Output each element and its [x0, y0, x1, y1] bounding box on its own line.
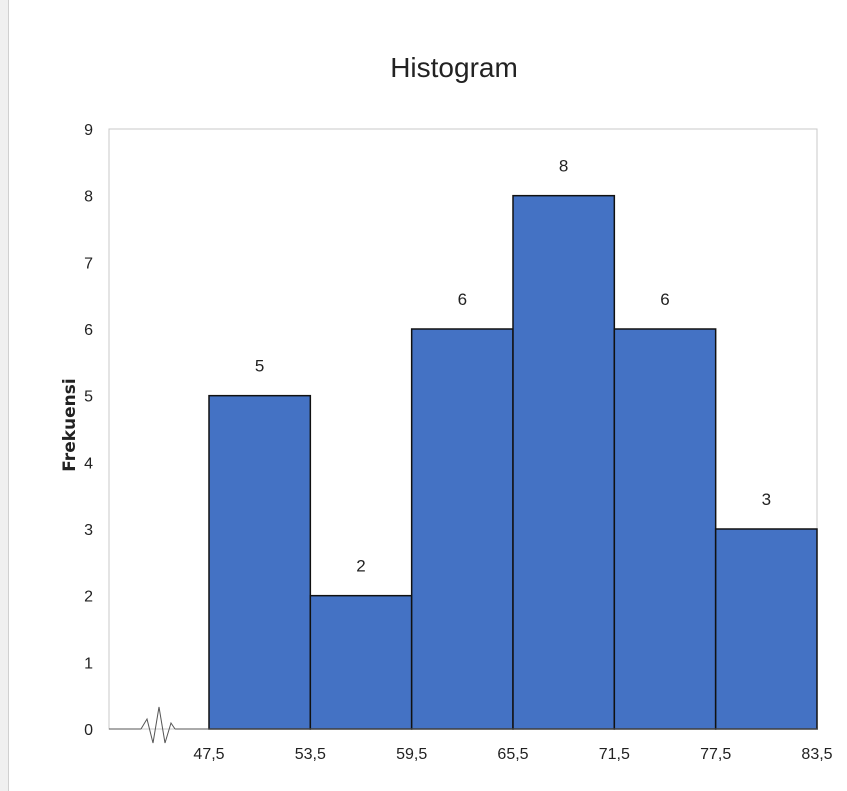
bar-data-label: 5	[255, 357, 264, 376]
y-tick-label: 7	[84, 255, 93, 272]
bar-data-label: 6	[660, 290, 669, 309]
histogram-bar	[613, 328, 717, 730]
y-tick-label: 9	[84, 122, 93, 139]
y-tick-label: 8	[84, 189, 93, 206]
histogram-bar	[208, 394, 312, 730]
y-tick-label: 4	[84, 455, 93, 472]
y-tick-label: 6	[84, 322, 93, 339]
y-tick-label: 0	[84, 722, 93, 739]
x-tick-label: 71,5	[599, 746, 630, 763]
x-ticks: 47,5 53,5 59,5 65,5 71,5 77,5 83,5	[193, 746, 832, 763]
y-tick-label: 5	[84, 389, 93, 406]
bar-data-label: 2	[356, 557, 365, 576]
x-tick-label: 77,5	[700, 746, 731, 763]
bar-data-label: 3	[762, 490, 771, 509]
y-tick-label: 1	[84, 655, 93, 672]
y-tick-label: 3	[84, 522, 93, 539]
x-tick-label: 47,5	[193, 746, 224, 763]
bar-data-label: 6	[458, 290, 467, 309]
histogram-chart: Histogram Frekuensi 0 1 2 3 4 5 6 7 8 9 5 2 6 8 6 3 47…	[60, 52, 833, 763]
x-tick-label: 65,5	[497, 746, 528, 763]
y-axis-label: Frekuensi	[60, 378, 80, 471]
histogram-bar	[410, 328, 514, 730]
x-tick-label: 59,5	[396, 746, 427, 763]
x-tick-label: 53,5	[295, 746, 326, 763]
axis-break-mark	[140, 706, 176, 744]
y-ticks: 0 1 2 3 4 5 6 7 8 9	[84, 122, 93, 739]
x-tick-label: 83,5	[801, 746, 832, 763]
chart-frame: Histogram Frekuensi 0 1 2 3 4 5 6 7 8 9 5 2 6 8 6 3 47…	[8, 0, 847, 791]
histogram-bar	[714, 528, 818, 730]
y-tick-label: 2	[84, 589, 93, 606]
bar-data-label: 8	[559, 157, 568, 176]
chart-title: Histogram	[390, 52, 518, 83]
x-axis	[109, 706, 817, 744]
histogram-bar	[309, 594, 413, 730]
data-labels: 5 2 6 8 6 3	[255, 157, 771, 576]
bars	[208, 194, 818, 730]
histogram-bar	[512, 194, 616, 730]
